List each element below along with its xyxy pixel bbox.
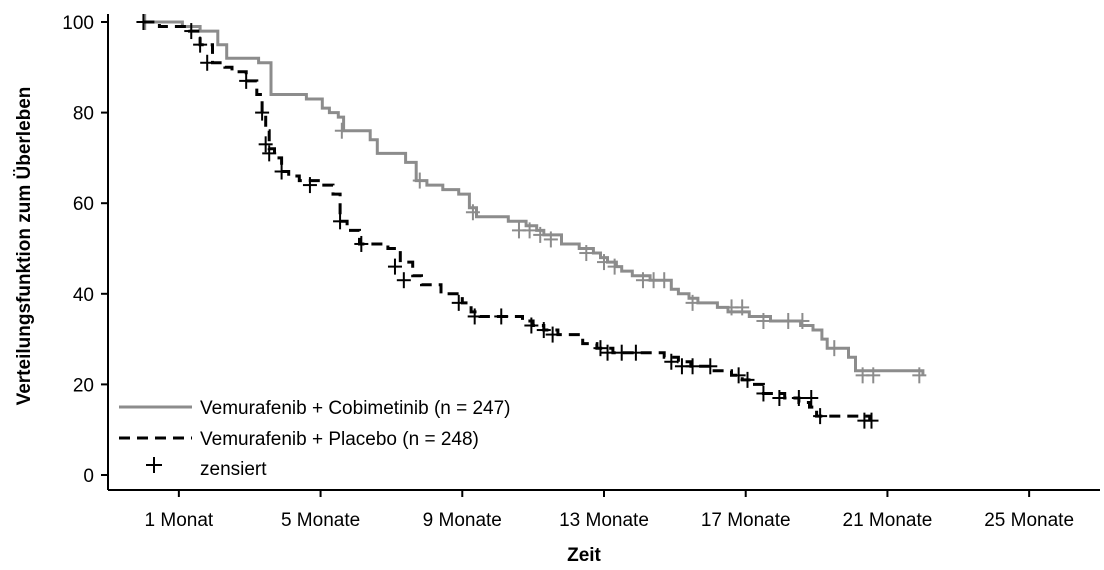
censor-mark-1 <box>545 326 560 343</box>
censor-mark-1 <box>302 177 317 194</box>
censor-mark-1 <box>184 23 199 40</box>
legend: Vemurafenib + Cobimetinib (n = 247) Vemu… <box>119 398 511 480</box>
legend-label-cobimetinib: Vemurafenib + Cobimetinib (n = 247) <box>200 398 511 419</box>
censor-mark-0 <box>781 312 796 329</box>
censor-mark-1 <box>536 322 551 339</box>
censor-mark-0 <box>756 312 771 329</box>
censor-mark-0 <box>597 254 611 271</box>
x-tick-label: 9 Monate <box>423 510 502 531</box>
censor-mark-1 <box>593 340 608 357</box>
y-tick-label: 100 <box>62 13 94 34</box>
series-line-1 <box>143 20 872 421</box>
censor-mark-1 <box>740 371 755 388</box>
censor-mark-0 <box>827 340 842 357</box>
censor-mark-1 <box>255 104 270 121</box>
censor-mark-0 <box>657 272 672 289</box>
censor-mark-1 <box>239 72 254 89</box>
x-tick-label: 25 Monate <box>984 510 1074 531</box>
censor-mark-1 <box>354 235 369 252</box>
censor-mark-1 <box>756 385 771 402</box>
y-tick-label: 60 <box>73 194 94 215</box>
y-tick-label: 40 <box>73 285 94 306</box>
x-tick-label: 17 Monate <box>701 510 791 531</box>
censor-mark-1 <box>333 213 348 230</box>
censor-mark-1 <box>387 258 402 275</box>
censor-mark-0 <box>866 367 881 384</box>
censor-mark-1 <box>731 367 746 384</box>
censor-mark-1 <box>274 163 289 180</box>
censor-mark-1 <box>703 358 718 375</box>
censor-mark-1 <box>791 389 806 406</box>
censor-mark-0 <box>543 231 558 248</box>
censor-mark-1 <box>614 344 629 361</box>
y-tick-label: 0 <box>83 466 94 487</box>
censor-mark-1 <box>193 36 208 53</box>
x-tick-label: 5 Monate <box>281 510 360 531</box>
censor-mark-0 <box>533 226 548 243</box>
censor-mark-1 <box>396 272 411 289</box>
series-layer <box>136 14 927 429</box>
y-tick-label: 80 <box>73 104 94 125</box>
x-tick-label: 1 Monat <box>145 510 214 531</box>
censor-mark-1 <box>600 344 615 361</box>
censor-mark-0 <box>412 172 427 189</box>
censor-mark-1 <box>451 294 466 311</box>
censor-mark-0 <box>579 245 594 262</box>
censor-mark-0 <box>735 299 750 316</box>
censor-mark-1 <box>813 408 828 425</box>
censor-mark-0 <box>685 294 700 311</box>
censor-mark-0 <box>607 258 622 275</box>
legend-label-placebo: Vemurafenib + Placebo (n = 248) <box>200 429 479 450</box>
censor-mark-1 <box>628 344 643 361</box>
censor-mark-1 <box>864 412 879 429</box>
censor-mark-1 <box>494 308 509 325</box>
censor-mark-0 <box>795 312 810 329</box>
y-axis-ticks: 0 20 40 60 80 100 <box>62 13 108 487</box>
censor-mark-1 <box>262 145 277 162</box>
x-axis-title: Zeit <box>567 545 601 566</box>
censor-mark-1 <box>258 136 273 153</box>
censor-mark-1 <box>664 353 679 370</box>
censor-mark-1 <box>685 358 700 375</box>
censor-mark-1 <box>772 389 787 406</box>
censor-mark-0 <box>522 222 537 239</box>
censor-mark-1 <box>467 308 482 325</box>
censor-mark-1 <box>524 317 539 334</box>
legend-label-censored: zensiert <box>200 459 267 480</box>
series-line-0 <box>143 20 925 376</box>
censor-mark-1 <box>136 14 151 30</box>
x-tick-label: 13 Monate <box>559 510 649 531</box>
legend-censor-icon <box>146 457 162 473</box>
x-tick-label: 21 Monate <box>843 510 933 531</box>
y-tick-label: 20 <box>73 375 94 396</box>
censor-mark-0 <box>465 204 480 221</box>
x-axis-ticks: 1 Monat 5 Monate 9 Monate 13 Monate 17 Monat… <box>145 490 1074 531</box>
censor-mark-1 <box>200 54 215 71</box>
y-axis-title: Verteilungsfunktion zum Überleben <box>14 87 35 406</box>
censor-mark-1 <box>804 389 819 406</box>
censor-mark-0 <box>334 122 349 139</box>
censor-mark-0 <box>912 367 927 384</box>
